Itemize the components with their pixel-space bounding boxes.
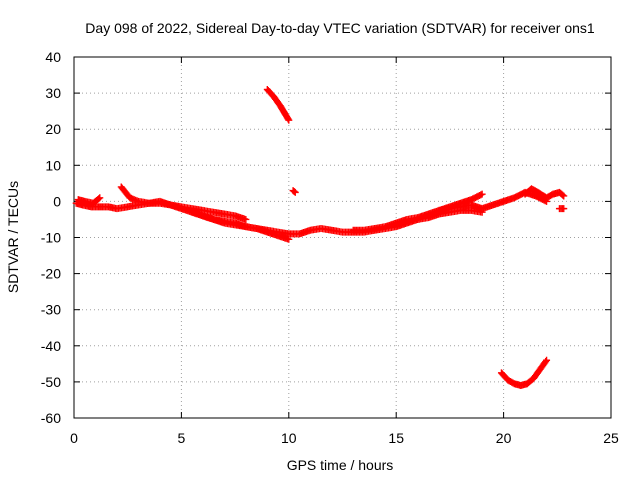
data-point [290, 187, 298, 195]
y-tick-label: -10 [41, 230, 61, 246]
y-axis-label: SDTVAR / TECUs [5, 181, 21, 293]
series-track-end-stub [555, 205, 568, 213]
y-tick-label: -50 [41, 374, 61, 390]
series-track-end-right [521, 185, 568, 202]
data-point [291, 188, 299, 196]
data-point [95, 195, 103, 203]
series-track-isolated-point [289, 187, 299, 196]
x-tick-label: 10 [281, 430, 297, 446]
y-tick-label: 0 [53, 193, 61, 209]
data-point [478, 190, 486, 198]
series-track-dip-low [497, 356, 551, 390]
y-tick-label: 10 [45, 157, 61, 173]
y-tick-label: -60 [41, 410, 61, 426]
y-tick-label: 30 [45, 85, 61, 101]
data-point [285, 235, 293, 243]
data-point [559, 191, 567, 199]
data-point [285, 116, 293, 124]
axis-ticks [73, 56, 612, 419]
y-tick-label: 20 [45, 121, 61, 137]
data-point [560, 205, 568, 213]
data-point [543, 356, 551, 364]
grid [74, 57, 611, 418]
series-track-main-upper [117, 183, 250, 223]
y-tick-label: -20 [41, 266, 61, 282]
series-track-high-branch [263, 85, 293, 124]
data-point [242, 215, 250, 223]
tick-labels: 0 5 10 15 20 25 -60 -50 -40 -30 -20 -10 0 10 20 30 40 [41, 49, 619, 446]
chart-title: Day 098 of 2022, Sidereal Day-to-day VTE… [85, 20, 595, 36]
data-point [96, 194, 104, 202]
series-layer [72, 85, 568, 390]
y-tick-label: -30 [41, 302, 61, 318]
data-point [284, 115, 292, 123]
data-point [542, 358, 550, 366]
x-tick-label: 15 [388, 430, 404, 446]
series-track-mid-lower [188, 208, 293, 243]
x-tick-label: 25 [603, 430, 619, 446]
x-axis-label: GPS time / hours [287, 457, 394, 473]
x-tick-label: 0 [70, 430, 78, 446]
data-point [560, 192, 568, 200]
x-tick-label: 20 [496, 430, 512, 446]
x-tick-label: 5 [178, 430, 186, 446]
series-track-start-left [74, 194, 104, 207]
y-tick-label: -40 [41, 338, 61, 354]
y-tick-label: 40 [45, 49, 61, 65]
